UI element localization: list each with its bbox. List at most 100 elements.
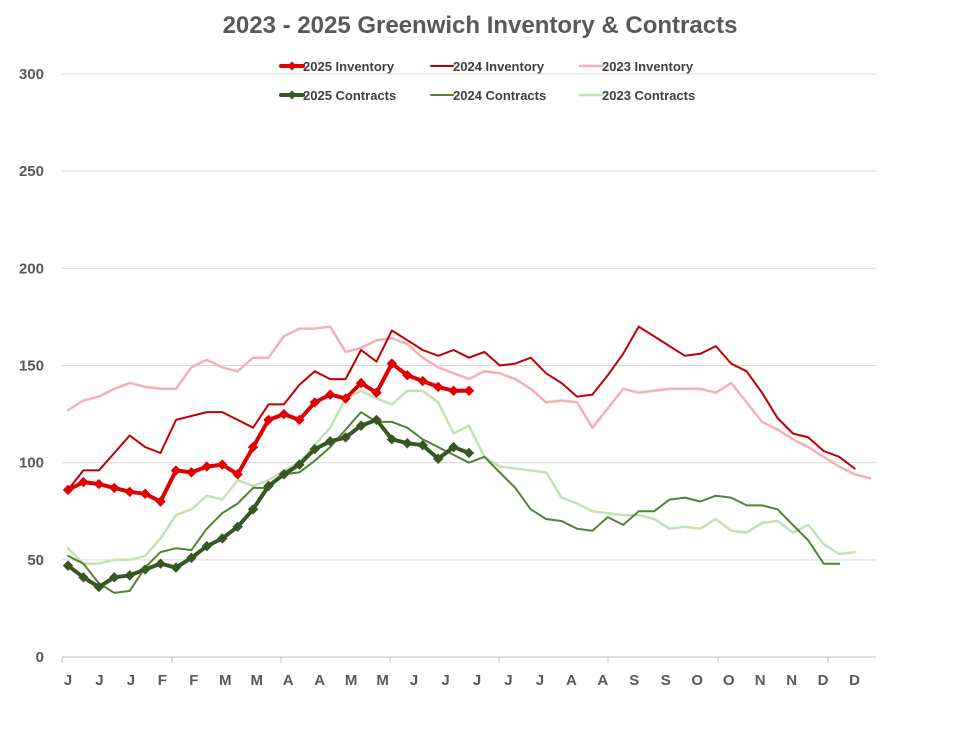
- data-point: [355, 377, 367, 389]
- legend-label: 2023 Contracts: [602, 88, 695, 103]
- data-point: [294, 414, 305, 426]
- data-point: [247, 441, 259, 453]
- data-point: [263, 480, 274, 492]
- data-point: [217, 533, 228, 544]
- grid: [62, 73, 876, 561]
- x-tick-label: M: [345, 672, 358, 689]
- series-line: [67, 411, 841, 594]
- legend-label: 2025 Inventory: [303, 59, 395, 74]
- chart-title: 2023 - 2025 Greenwich Inventory & Contra…: [223, 12, 738, 39]
- y-tick-label: 100: [19, 455, 44, 472]
- data-point: [324, 436, 336, 447]
- legend-item: 2024 Contracts: [430, 88, 546, 103]
- data-point: [93, 478, 105, 490]
- data-point: [78, 476, 89, 488]
- data-point: [463, 385, 475, 396]
- data-point: [93, 581, 105, 593]
- x-tick-label: M: [376, 672, 389, 689]
- data-point: [139, 564, 151, 575]
- legend-label: 2024 Inventory: [453, 59, 545, 74]
- x-tick-label: S: [661, 672, 671, 689]
- data-point: [170, 465, 182, 476]
- data-point: [201, 461, 213, 472]
- data-point: [386, 434, 398, 445]
- data-point: [278, 469, 290, 480]
- data-point: [62, 484, 74, 496]
- legend-item: 2023 Inventory: [578, 59, 694, 74]
- data-point: [355, 420, 367, 431]
- data-point: [263, 414, 274, 426]
- x-tick-label: F: [158, 672, 167, 689]
- x-tick-label: J: [504, 672, 512, 689]
- series-2024-inventory: [67, 325, 856, 491]
- data-point: [232, 521, 243, 533]
- data-point: [124, 486, 135, 498]
- data-point: [170, 562, 182, 573]
- legend-item: 2025 Inventory: [279, 59, 395, 74]
- legend-label: 2024 Contracts: [453, 88, 546, 103]
- x-tick-label: J: [64, 672, 72, 689]
- data-point: [124, 570, 135, 581]
- data-point: [155, 558, 166, 569]
- series-group: [62, 325, 872, 594]
- x-tick-label: A: [566, 672, 577, 689]
- series-2025-contracts: [62, 414, 475, 593]
- series-line: [67, 325, 856, 491]
- legend-label: 2025 Contracts: [303, 88, 396, 103]
- data-point: [402, 438, 413, 449]
- data-point: [186, 467, 197, 478]
- legend-label: 2023 Inventory: [602, 59, 694, 74]
- x-tick-label: J: [536, 672, 544, 689]
- x-tick-label: D: [849, 672, 860, 689]
- data-point: [432, 453, 444, 464]
- data-point: [432, 381, 444, 393]
- data-point: [386, 358, 398, 369]
- data-point: [278, 408, 290, 420]
- x-tick-label: O: [723, 672, 735, 689]
- data-point: [340, 393, 351, 404]
- y-axis: 0 50 100 150 200 250 300: [19, 66, 44, 666]
- y-tick-label: 300: [19, 66, 44, 83]
- data-point: [448, 385, 459, 396]
- series-line: [66, 325, 872, 480]
- y-tick-label: 0: [36, 649, 44, 666]
- x-tick-label: A: [597, 672, 608, 689]
- x-tick-label: J: [473, 672, 481, 689]
- data-point: [139, 488, 151, 499]
- data-point: [417, 375, 428, 387]
- data-point: [448, 441, 459, 453]
- x-tick-label: N: [755, 672, 766, 689]
- legend-item: 2024 Inventory: [430, 59, 545, 74]
- x-tick-label: J: [127, 672, 135, 689]
- x-tick-label: J: [410, 672, 418, 689]
- x-tick-label: M: [251, 672, 264, 689]
- data-point: [155, 496, 166, 507]
- data-point: [62, 560, 74, 571]
- series-2023-inventory: [66, 325, 872, 480]
- data-point: [232, 469, 243, 480]
- data-point: [186, 552, 197, 564]
- x-tick-label: J: [95, 672, 103, 689]
- data-point: [463, 447, 475, 459]
- data-point: [402, 370, 413, 381]
- data-point: [109, 572, 120, 583]
- data-point: [371, 387, 382, 398]
- legend-item: 2025 Contracts: [279, 88, 396, 103]
- data-point: [109, 482, 120, 494]
- series-2024-contracts: [67, 411, 841, 594]
- x-tick-label: A: [314, 672, 325, 689]
- data-point: [201, 541, 213, 552]
- x-tick-label: O: [691, 672, 703, 689]
- data-point: [78, 572, 89, 583]
- x-tick-label: N: [786, 672, 797, 689]
- x-tick-label: F: [189, 672, 198, 689]
- data-point: [217, 459, 228, 470]
- y-tick-label: 200: [19, 260, 44, 277]
- series-line: [66, 389, 856, 565]
- data-point: [417, 439, 428, 451]
- series-2025-inventory: [62, 358, 475, 507]
- series-2023-contracts: [66, 389, 856, 565]
